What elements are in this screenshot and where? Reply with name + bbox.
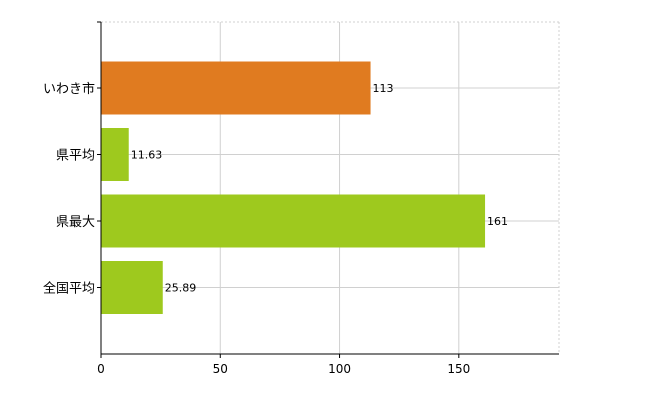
value-label-3: 25.89 (165, 282, 197, 295)
category-label-0: いわき市 (43, 81, 95, 97)
labels: 113 いわき市 11.63 県平均 161 県最大 25.89 全国平均 0 50 100 150 (43, 81, 508, 376)
x-tick-label-0: 0 (97, 362, 105, 376)
bar-3 (101, 261, 163, 314)
axes (97, 21, 559, 358)
x-tick-label-2: 100 (328, 362, 351, 376)
bars (101, 61, 486, 314)
x-tick-label-1: 50 (213, 362, 228, 376)
category-label-2: 県最大 (56, 215, 95, 230)
value-label-1: 11.63 (131, 149, 163, 162)
bar-2 (101, 194, 486, 248)
value-label-0: 113 (373, 82, 394, 95)
category-label-3: 全国平均 (43, 281, 95, 297)
category-label-1: 県平均 (56, 149, 95, 164)
x-tick-label-3: 150 (447, 362, 470, 376)
bar-0 (101, 61, 371, 115)
value-label-2: 161 (487, 215, 508, 228)
bar-1 (101, 128, 129, 181)
